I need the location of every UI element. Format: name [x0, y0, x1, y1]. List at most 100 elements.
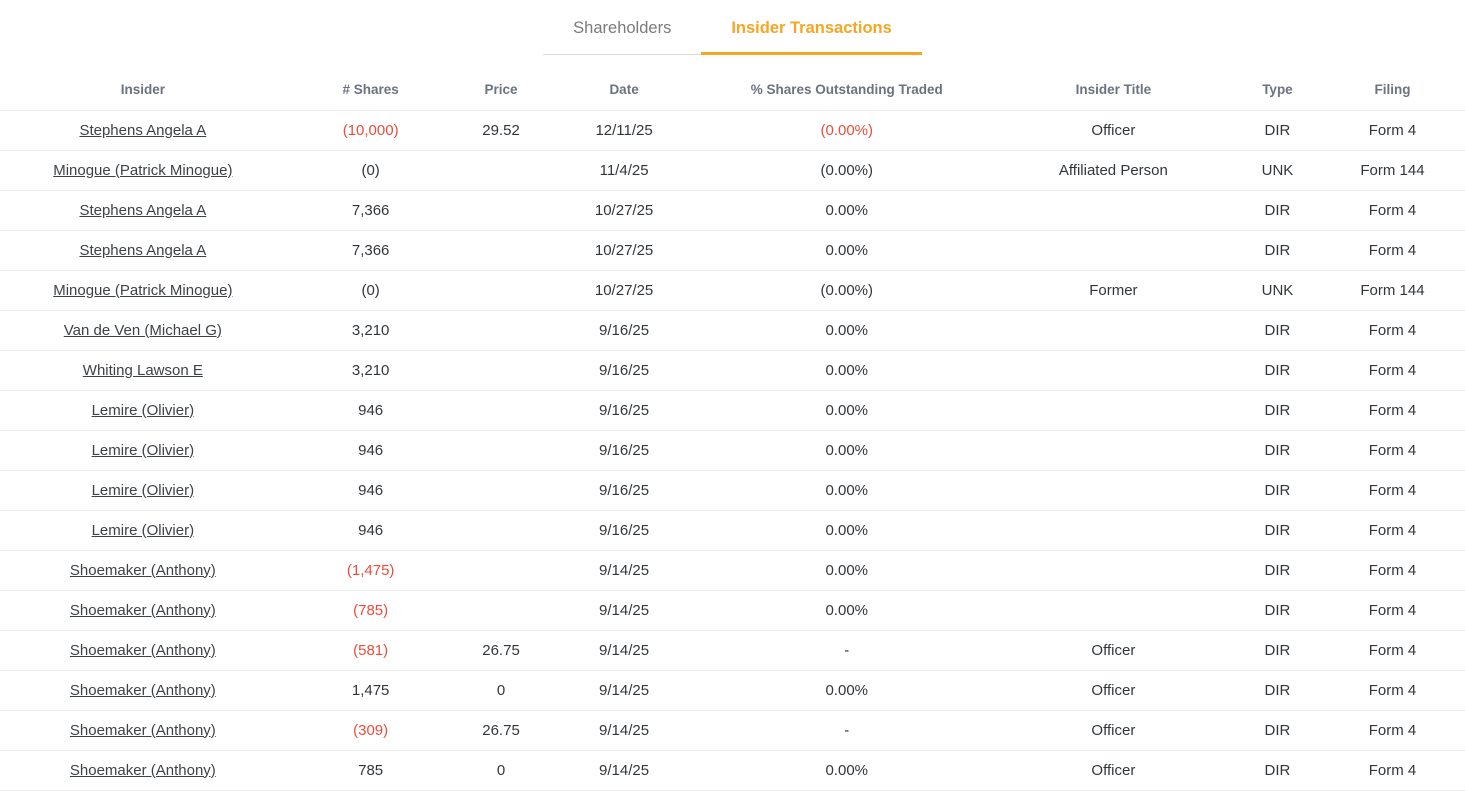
table-row: Shoemaker (Anthony) (785) 9/14/25 0.00% DIR F… [0, 589, 1465, 630]
price-cell [455, 389, 547, 430]
price-cell [455, 149, 547, 190]
date-cell: 9/16/25 [546, 429, 702, 470]
date-cell: 9/16/25 [546, 469, 702, 510]
insider-title-cell: Officer [991, 109, 1235, 150]
column-header-insider-title: Insider Title [1075, 82, 1152, 98]
insider-cell: Stephens Angela A [0, 229, 286, 270]
shares-cell: 7,366 [285, 189, 456, 230]
pct-outstanding-cell: 0.00% [701, 389, 992, 430]
insider-link[interactable]: Shoemaker (Anthony) [69, 681, 216, 699]
insider-title-cell [991, 509, 1235, 550]
type-cell: DIR [1234, 309, 1320, 350]
column-header-pct-outstanding: % Shares Outstanding Traded [750, 82, 943, 98]
insider-cell: Whiting Lawson E [0, 349, 286, 390]
type-cell: DIR [1234, 629, 1320, 670]
shares-cell: 946 [285, 429, 456, 470]
date-cell: 9/14/25 [546, 669, 702, 710]
filing-cell: Form 4 [1319, 549, 1465, 590]
pct-outstanding-cell: - [701, 629, 992, 670]
tab-shareholders[interactable]: Shareholders [543, 4, 702, 55]
price-cell: 29.52 [455, 109, 547, 150]
table-body: Stephens Angela A (10,000) 29.52 12/11/25 (0… [0, 109, 1465, 791]
table-row: Shoemaker (Anthony) 1,475 0 9/14/25 0.00% Off… [0, 669, 1465, 710]
insider-title-cell [991, 309, 1235, 350]
table-row: Lemire (Olivier) 946 9/16/25 0.00% DIR Form 4 [0, 469, 1465, 510]
pct-outstanding-cell: - [701, 709, 992, 750]
table-row: Lemire (Olivier) 946 9/16/25 0.00% DIR Form 4 [0, 429, 1465, 470]
insider-link[interactable]: Shoemaker (Anthony) [69, 641, 216, 659]
insider-link[interactable]: Van de Ven (Michael G) [63, 321, 222, 339]
shares-cell: 3,210 [285, 309, 456, 350]
pct-outstanding-cell: 0.00% [701, 749, 992, 791]
price-cell [455, 549, 547, 590]
insider-link[interactable]: Lemire (Olivier) [91, 521, 195, 539]
insider-link[interactable]: Shoemaker (Anthony) [69, 561, 216, 579]
insider-title-cell: Officer [991, 629, 1235, 670]
type-cell: DIR [1234, 709, 1320, 750]
price-cell: 26.75 [455, 709, 547, 750]
insider-cell: Shoemaker (Anthony) [0, 589, 286, 630]
date-cell: 12/11/25 [546, 109, 702, 150]
shares-cell: 785 [285, 749, 456, 791]
insider-cell: Lemire (Olivier) [0, 429, 286, 470]
insider-title-cell: Officer [991, 669, 1235, 710]
type-cell: DIR [1234, 469, 1320, 510]
price-cell [455, 269, 547, 310]
insider-link[interactable]: Lemire (Olivier) [91, 441, 195, 459]
column-header-shares: # Shares [342, 82, 399, 98]
insider-link[interactable]: Lemire (Olivier) [91, 401, 195, 419]
insider-cell: Shoemaker (Anthony) [0, 549, 286, 590]
insider-link[interactable]: Shoemaker (Anthony) [69, 721, 216, 739]
insider-link[interactable]: Whiting Lawson E [82, 361, 203, 379]
insider-link[interactable]: Stephens Angela A [79, 241, 207, 259]
insider-cell: Shoemaker (Anthony) [0, 629, 286, 670]
shares-cell: (0) [285, 269, 456, 310]
insider-title-cell: Affiliated Person [991, 149, 1235, 190]
shares-cell: (10,000) [285, 109, 456, 150]
insider-cell: Minogue (Patrick Minogue) [0, 269, 286, 310]
filing-cell: Form 4 [1319, 469, 1465, 510]
insider-link[interactable]: Lemire (Olivier) [91, 481, 195, 499]
type-cell: UNK [1234, 269, 1320, 310]
insider-cell: Stephens Angela A [0, 189, 286, 230]
filing-cell: Form 144 [1319, 269, 1465, 310]
insider-link[interactable]: Shoemaker (Anthony) [69, 761, 216, 779]
filing-cell: Form 4 [1319, 509, 1465, 550]
shares-cell: 1,475 [285, 669, 456, 710]
pct-outstanding-cell: 0.00% [701, 349, 992, 390]
type-cell: DIR [1234, 389, 1320, 430]
insider-link[interactable]: Minogue (Patrick Minogue) [53, 281, 233, 299]
pct-outstanding-cell: 0.00% [701, 469, 992, 510]
insider-link[interactable]: Stephens Angela A [79, 201, 207, 219]
table-row: Stephens Angela A (10,000) 29.52 12/11/25 (0… [0, 109, 1465, 150]
price-cell [455, 429, 547, 470]
table-row: Shoemaker (Anthony) (309) 26.75 9/14/25- Off… [0, 709, 1465, 750]
price-cell [455, 469, 547, 510]
type-cell: DIR [1234, 229, 1320, 270]
price-cell [455, 589, 547, 630]
filing-cell: Form 4 [1319, 109, 1465, 150]
table-row: Stephens Angela A 7,366 10/27/25 0.00% DIR Fo… [0, 189, 1465, 230]
type-cell: DIR [1234, 429, 1320, 470]
table-row: Lemire (Olivier) 946 9/16/25 0.00% DIR Form 4 [0, 509, 1465, 550]
insider-title-cell [991, 349, 1235, 390]
insider-title-cell [991, 589, 1235, 630]
shares-cell: (1,475) [285, 549, 456, 590]
table-row: Shoemaker (Anthony) (1,475) 9/14/25 0.00% DI… [0, 549, 1465, 590]
pct-outstanding-cell: 0.00% [701, 189, 992, 230]
insider-link[interactable]: Shoemaker (Anthony) [69, 601, 216, 619]
table-row: Stephens Angela A 7,366 10/27/25 0.00% DIR Fo… [0, 229, 1465, 270]
filing-cell: Form 4 [1319, 749, 1465, 791]
column-header-date: Date [609, 82, 639, 98]
tab-insider-transactions[interactable]: Insider Transactions [701, 4, 922, 55]
shares-cell: (581) [285, 629, 456, 670]
date-cell: 9/14/25 [546, 589, 702, 630]
column-header-filing: Filing [1374, 82, 1411, 98]
filing-cell: Form 4 [1319, 589, 1465, 630]
table-row: Van de Ven (Michael G) 3,210 9/16/25 0.00% D… [0, 309, 1465, 350]
insider-link[interactable]: Minogue (Patrick Minogue) [53, 161, 233, 179]
insider-link[interactable]: Stephens Angela A [79, 121, 207, 139]
insider-title-cell [991, 429, 1235, 470]
table-row: Lemire (Olivier) 946 9/16/25 0.00% DIR Form 4 [0, 389, 1465, 430]
insider-title-cell [991, 189, 1235, 230]
